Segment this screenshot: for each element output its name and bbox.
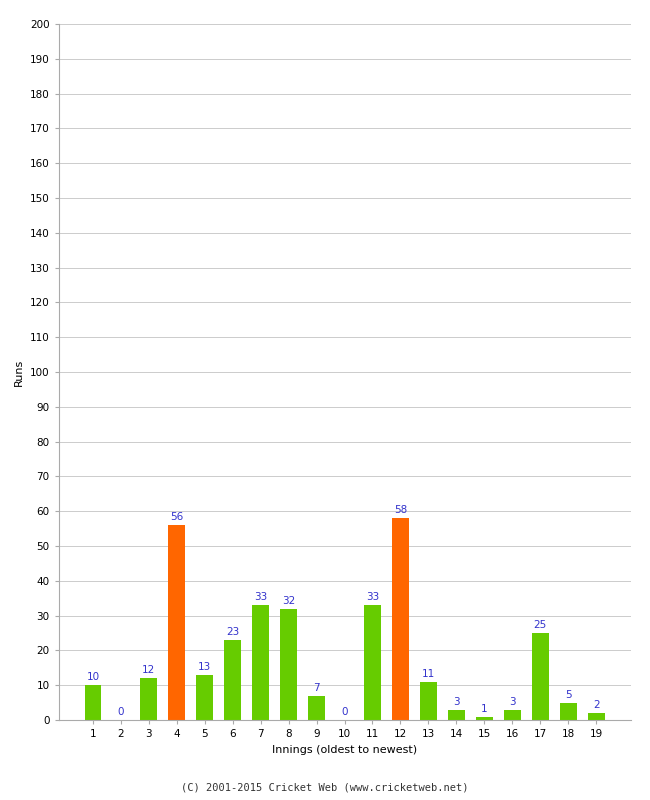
Bar <box>252 605 269 720</box>
Text: 5: 5 <box>565 690 571 700</box>
Text: 58: 58 <box>394 506 407 515</box>
Bar <box>560 702 577 720</box>
Text: 1: 1 <box>481 704 488 714</box>
Bar <box>588 713 604 720</box>
Text: 12: 12 <box>142 666 155 675</box>
Bar <box>420 682 437 720</box>
Text: 3: 3 <box>509 697 515 706</box>
Text: 10: 10 <box>86 673 99 682</box>
Bar <box>308 696 325 720</box>
Text: 13: 13 <box>198 662 211 672</box>
Text: 3: 3 <box>453 697 460 706</box>
Text: 33: 33 <box>254 592 267 602</box>
Text: 11: 11 <box>422 669 435 679</box>
Bar <box>168 525 185 720</box>
Text: 2: 2 <box>593 700 599 710</box>
Text: 0: 0 <box>341 707 348 718</box>
Text: 25: 25 <box>534 620 547 630</box>
Text: 7: 7 <box>313 683 320 693</box>
Text: 33: 33 <box>366 592 379 602</box>
Text: 23: 23 <box>226 627 239 637</box>
Bar <box>84 685 101 720</box>
Text: 0: 0 <box>118 707 124 718</box>
Text: 56: 56 <box>170 512 183 522</box>
Bar <box>224 640 241 720</box>
X-axis label: Innings (oldest to newest): Innings (oldest to newest) <box>272 745 417 754</box>
Bar <box>532 633 549 720</box>
Bar <box>392 518 409 720</box>
Bar <box>196 674 213 720</box>
Bar <box>280 609 297 720</box>
Bar <box>448 710 465 720</box>
Bar <box>504 710 521 720</box>
Bar <box>364 605 381 720</box>
Bar <box>140 678 157 720</box>
Text: 32: 32 <box>282 596 295 606</box>
Y-axis label: Runs: Runs <box>14 358 24 386</box>
Bar <box>476 717 493 720</box>
Text: (C) 2001-2015 Cricket Web (www.cricketweb.net): (C) 2001-2015 Cricket Web (www.cricketwe… <box>181 782 469 792</box>
